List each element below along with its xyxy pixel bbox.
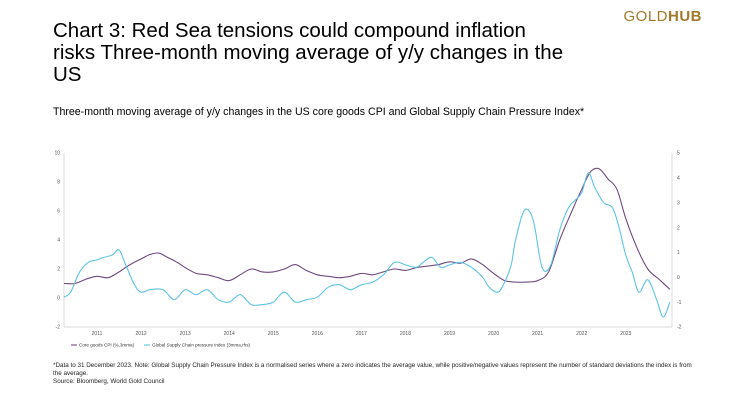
x-tick-label: 2023 (620, 331, 631, 337)
x-tick-label: 2012 (136, 331, 147, 337)
x-tick-label: 2011 (92, 331, 103, 337)
legend-label-cpi: Core goods CPI (%,3mma) (79, 343, 135, 348)
x-tick-label: 2018 (400, 331, 411, 337)
left-tick-label: 4 (57, 238, 60, 244)
left-tick-label: 6 (57, 209, 60, 215)
right-tick-label: 4 (677, 176, 680, 182)
logo-hub-text: HUB (668, 8, 702, 25)
right-tick-label: 0 (677, 275, 680, 281)
legend-label-gscpi: Global Supply Chain pressure index (3mma… (152, 343, 251, 348)
gscpi-line (63, 172, 671, 318)
right-tick-label: 1 (677, 250, 680, 256)
left-tick-label: -2 (56, 325, 61, 331)
x-tick-label: 2015 (268, 331, 279, 337)
x-tick-label: 2019 (444, 331, 455, 337)
left-tick-label: 8 (57, 180, 60, 186)
x-tick-label: 2021 (532, 331, 543, 337)
core-goods-cpi-line (63, 167, 671, 290)
source-text: Source: Bloomberg, World Gold Council (53, 378, 165, 386)
x-tick-label: 2016 (312, 331, 323, 337)
left-tick-label: 10 (54, 151, 60, 157)
right-tick-label: 2 (677, 225, 680, 231)
right-tick-label: -1 (677, 300, 682, 306)
left-tick-label: 0 (57, 296, 60, 302)
chart-title: Chart 3: Red Sea tensions could compound… (53, 19, 564, 86)
x-tick-label: 2014 (224, 331, 235, 337)
chart-subtitle: Three-month moving average of y/y change… (53, 106, 585, 118)
logo-gold-text: GOLD (623, 8, 668, 25)
footnote-text: *Data to 31 December 2023. Note: Global … (53, 362, 692, 378)
x-tick-label: 2013 (180, 331, 191, 337)
x-tick-label: 2022 (576, 331, 587, 337)
right-tick-label: -2 (677, 325, 682, 331)
left-tick-label: 2 (57, 267, 60, 273)
x-tick-label: 2020 (488, 331, 499, 337)
x-tick-label: 2017 (356, 331, 367, 337)
goldhub-logo[interactable]: GOLDHUB (623, 8, 702, 25)
right-tick-label: 5 (677, 151, 680, 157)
right-tick-label: 3 (677, 200, 680, 206)
footnote-block: *Data to 31 December 2023. Note: Global … (53, 362, 693, 387)
